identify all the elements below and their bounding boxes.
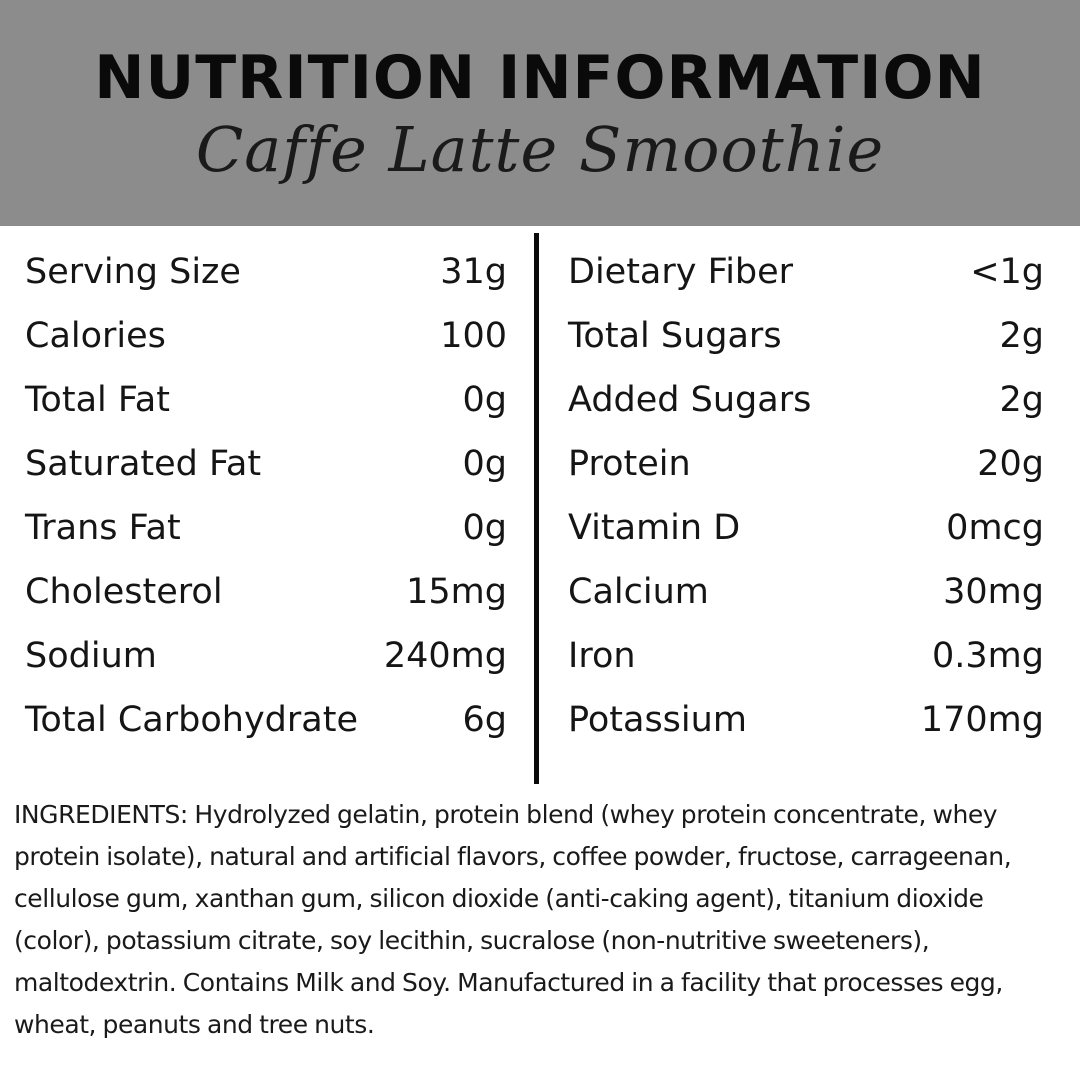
nutrient-label: Calories [25, 316, 166, 356]
nutrient-row-saturated-fat: Saturated Fat 0g [25, 432, 507, 496]
nutrient-label: Calcium [568, 572, 709, 612]
nutrient-column-right: Dietary Fiber <1g Total Sugars 2g Added … [568, 240, 1044, 760]
nutrient-label: Sodium [25, 636, 157, 676]
nutrient-row-calcium: Calcium 30mg [568, 560, 1044, 624]
nutrient-value: 0mcg [946, 508, 1044, 548]
nutrient-label: Total Sugars [568, 316, 782, 356]
nutrient-label: Saturated Fat [25, 444, 262, 484]
nutrient-label: Cholesterol [25, 572, 223, 612]
nutrient-label: Added Sugars [568, 380, 812, 420]
nutrient-label: Trans Fat [25, 508, 181, 548]
column-divider [534, 233, 539, 784]
nutrient-row-trans-fat: Trans Fat 0g [25, 496, 507, 560]
nutrient-value: 170mg [920, 700, 1044, 740]
nutrient-row-cholesterol: Cholesterol 15mg [25, 560, 507, 624]
nutrient-row-added-sugars: Added Sugars 2g [568, 368, 1044, 432]
nutrient-row-calories: Calories 100 [25, 304, 507, 368]
nutrient-value: 0.3mg [932, 636, 1044, 676]
nutrient-column-left: Serving Size 31g Calories 100 Total Fat … [25, 240, 507, 760]
nutrient-row-sodium: Sodium 240mg [25, 624, 507, 688]
header-banner: NUTRITION INFORMATION Caffe Latte Smooth… [0, 0, 1080, 226]
nutrient-row-protein: Protein 20g [568, 432, 1044, 496]
nutrient-label: Protein [568, 444, 691, 484]
nutrient-value: 31g [440, 252, 507, 292]
nutrient-label: Total Fat [25, 380, 170, 420]
nutrient-label: Dietary Fiber [568, 252, 794, 292]
nutrient-label: Total Carbohydrate [25, 700, 358, 740]
nutrient-row-total-sugars: Total Sugars 2g [568, 304, 1044, 368]
nutrient-value: 15mg [406, 572, 507, 612]
nutrient-row-serving-size: Serving Size 31g [25, 240, 507, 304]
nutrient-row-dietary-fiber: Dietary Fiber <1g [568, 240, 1044, 304]
nutrient-label: Iron [568, 636, 636, 676]
nutrient-value: 2g [999, 316, 1045, 356]
nutrient-value: 6g [462, 700, 508, 740]
nutrient-value: 0g [462, 380, 508, 420]
page-title: NUTRITION INFORMATION [94, 43, 986, 113]
nutrient-row-total-carbohydrate: Total Carbohydrate 6g [25, 688, 507, 752]
nutrient-label: Serving Size [25, 252, 241, 292]
nutrient-label: Potassium [568, 700, 747, 740]
ingredients-text: INGREDIENTS: Hydrolyzed gelatin, protein… [14, 800, 1012, 1039]
nutrient-value: 240mg [383, 636, 507, 676]
nutrient-value: <1g [970, 252, 1044, 292]
product-name: Caffe Latte Smoothie [195, 113, 885, 186]
nutrient-value: 0g [462, 508, 508, 548]
nutrient-value: 100 [440, 316, 507, 356]
nutrient-value: 30mg [943, 572, 1044, 612]
nutrient-row-total-fat: Total Fat 0g [25, 368, 507, 432]
nutrient-value: 20g [977, 444, 1044, 484]
nutrient-label: Vitamin D [568, 508, 741, 548]
nutrient-row-potassium: Potassium 170mg [568, 688, 1044, 752]
nutrient-row-iron: Iron 0.3mg [568, 624, 1044, 688]
nutrient-value: 0g [462, 444, 508, 484]
nutrient-row-vitamin-d: Vitamin D 0mcg [568, 496, 1044, 560]
nutrient-value: 2g [999, 380, 1045, 420]
